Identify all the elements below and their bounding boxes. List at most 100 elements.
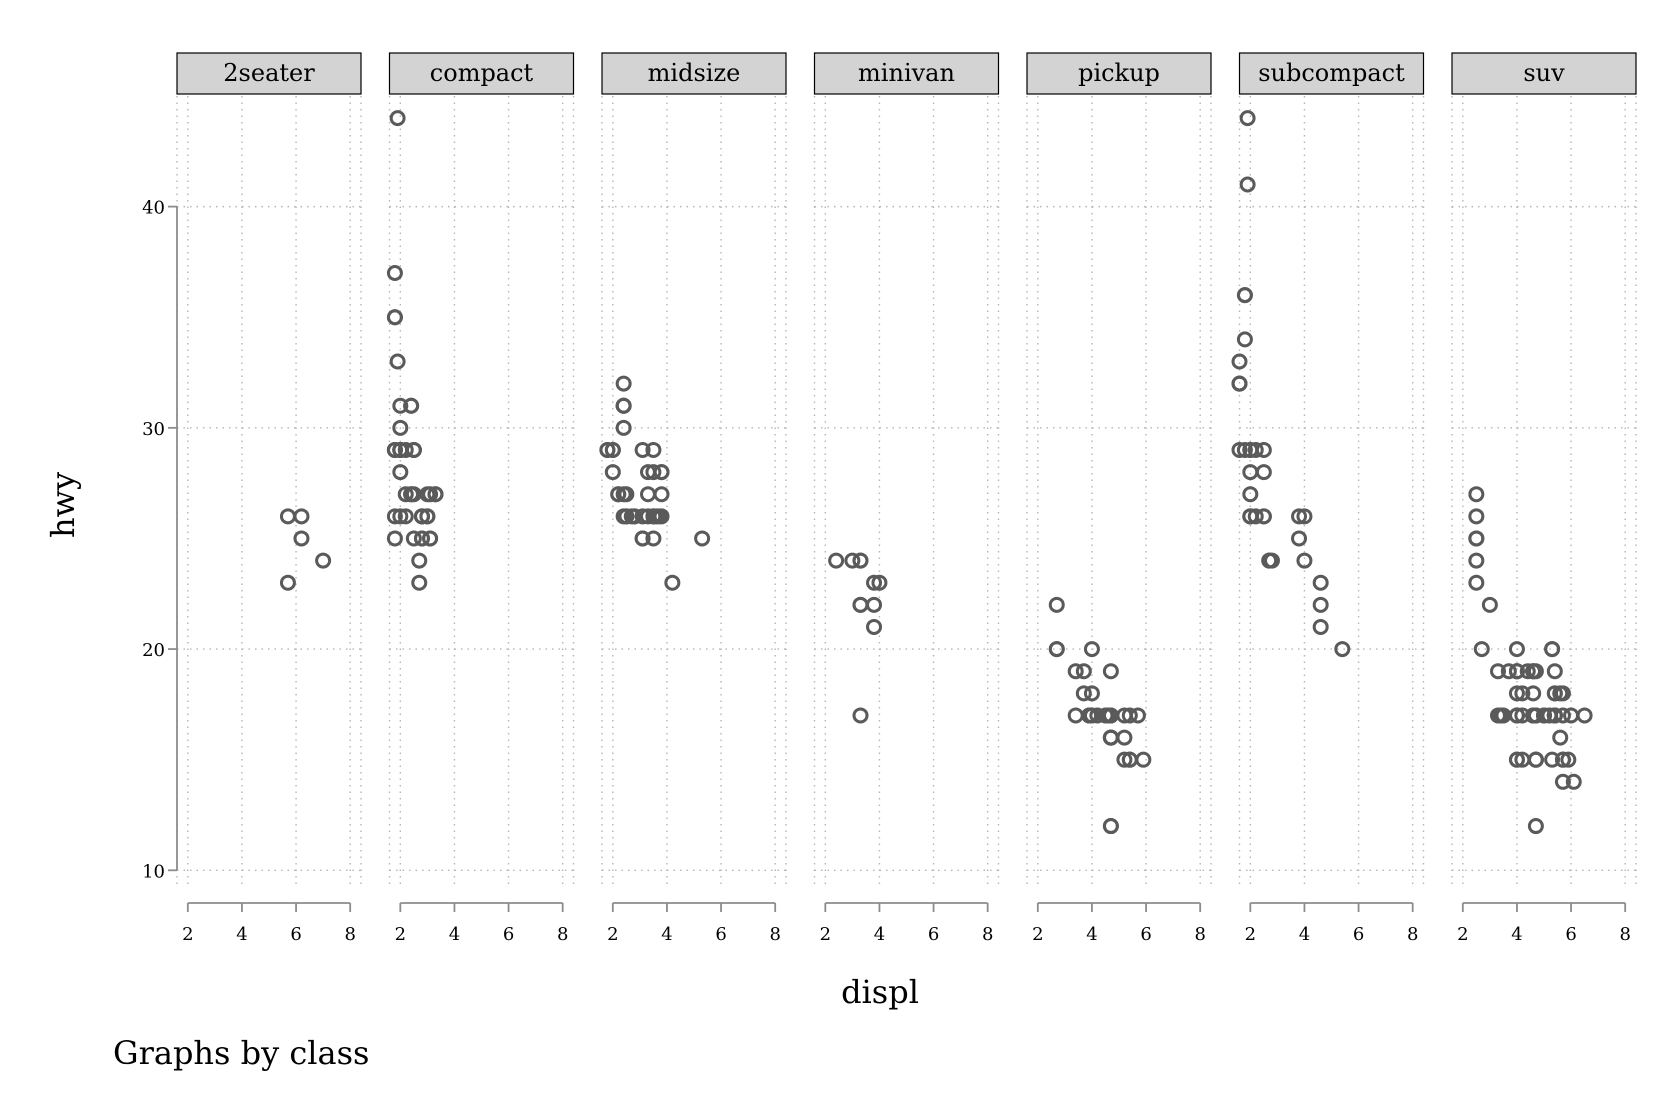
- facet-strip-label: suv: [1523, 59, 1565, 87]
- data-point: [1552, 685, 1569, 702]
- data-point: [1481, 596, 1498, 613]
- data-point: [1116, 729, 1133, 746]
- data-point: [1508, 685, 1525, 702]
- data-point: [1067, 707, 1084, 724]
- data-point: [1239, 110, 1256, 127]
- data-point: [623, 508, 640, 525]
- facet-strip: [1451, 52, 1637, 95]
- x-tick-label: 6: [1140, 924, 1151, 945]
- data-point: [1236, 287, 1253, 304]
- data-point: [293, 508, 310, 525]
- x-tick-label: 4: [661, 924, 672, 945]
- x-tick-label: 2: [395, 924, 406, 945]
- data-point: [419, 508, 436, 525]
- x-tick-label: 4: [449, 924, 460, 945]
- data-point: [397, 441, 414, 458]
- data-point: [1565, 773, 1582, 790]
- data-point: [1242, 508, 1259, 525]
- data-point: [1083, 641, 1100, 658]
- panel-subcompact: subcompact 2 4 6 8: [1231, 52, 1425, 945]
- y-tick-label: 40: [142, 198, 165, 219]
- data-point: [1544, 751, 1561, 768]
- x-tick-label: 6: [1565, 924, 1576, 945]
- data-point: [1075, 685, 1092, 702]
- facet-strip: [813, 52, 1000, 95]
- data-point: [397, 508, 414, 525]
- data-point: [1563, 707, 1580, 724]
- facet-strip-label: compact: [430, 59, 534, 87]
- data-point: [1097, 707, 1114, 724]
- x-tick-label: 4: [874, 924, 885, 945]
- data-point: [1527, 707, 1544, 724]
- data-point: [1468, 574, 1485, 591]
- data-point: [1291, 508, 1308, 525]
- data-point: [866, 618, 883, 635]
- data-point: [1546, 685, 1563, 702]
- data-point: [1576, 707, 1593, 724]
- data-point: [615, 419, 632, 436]
- facet-strip: [176, 52, 362, 95]
- data-point: [1468, 552, 1485, 569]
- panel-compact: compact 2 4 6 8: [386, 52, 575, 945]
- data-point: [1536, 707, 1552, 724]
- x-tick-label: 8: [982, 924, 993, 945]
- data-point: [852, 552, 869, 569]
- data-point: [1560, 751, 1577, 768]
- data-point: [1067, 663, 1084, 680]
- data-point: [392, 464, 409, 481]
- data-point: [599, 441, 616, 458]
- y-tick-label: 10: [142, 861, 165, 882]
- data-point: [1081, 707, 1098, 724]
- x-tick-label: 6: [503, 924, 514, 945]
- data-point: [1514, 685, 1531, 702]
- data-point: [1048, 641, 1065, 658]
- data-point: [1552, 729, 1569, 746]
- data-point: [427, 486, 444, 503]
- panel-pickup: pickup 2 4 6 8: [1026, 52, 1212, 945]
- data-point: [604, 464, 621, 481]
- data-point: [386, 264, 403, 281]
- data-point: [422, 530, 439, 547]
- data-point: [653, 464, 670, 481]
- data-point: [315, 552, 332, 569]
- x-tick-label: 4: [236, 924, 247, 945]
- data-point: [411, 574, 428, 591]
- data-point: [645, 441, 662, 458]
- data-point: [1546, 663, 1563, 680]
- data-point: [1527, 751, 1544, 768]
- x-tick-label: 8: [1194, 924, 1205, 945]
- data-point: [650, 508, 667, 525]
- facet-strip: [1026, 52, 1212, 95]
- data-point: [615, 397, 632, 414]
- data-point: [871, 574, 888, 591]
- x-tick-label: 2: [1245, 924, 1256, 945]
- data-point: [618, 508, 635, 525]
- data-point: [1473, 641, 1490, 658]
- data-point: [645, 464, 662, 481]
- data-point: [392, 508, 409, 525]
- x-tick-label: 2: [1457, 924, 1468, 945]
- x-tick-label: 4: [1299, 924, 1310, 945]
- panel-midsize: midsize 2 4 6 8: [599, 52, 787, 945]
- data-point: [1296, 552, 1313, 569]
- facet-strip: [1238, 52, 1425, 95]
- data-point: [293, 530, 310, 547]
- graphs-by-note: Graphs by class: [113, 1034, 369, 1072]
- data-point: [1247, 441, 1264, 458]
- data-point: [386, 508, 403, 525]
- data-point: [1508, 641, 1525, 658]
- data-point: [1312, 618, 1329, 635]
- data-point: [1231, 441, 1248, 458]
- data-point: [1247, 508, 1264, 525]
- data-point: [1468, 530, 1485, 547]
- y-tick-label: 20: [142, 640, 165, 661]
- data-point: [1291, 530, 1308, 547]
- x-tick-label: 2: [820, 924, 831, 945]
- data-point: [389, 110, 406, 127]
- x-tick-label: 8: [769, 924, 780, 945]
- y-axis-title: hwy: [44, 472, 82, 538]
- data-point: [1102, 663, 1119, 680]
- x-tick-label: 8: [1619, 924, 1630, 945]
